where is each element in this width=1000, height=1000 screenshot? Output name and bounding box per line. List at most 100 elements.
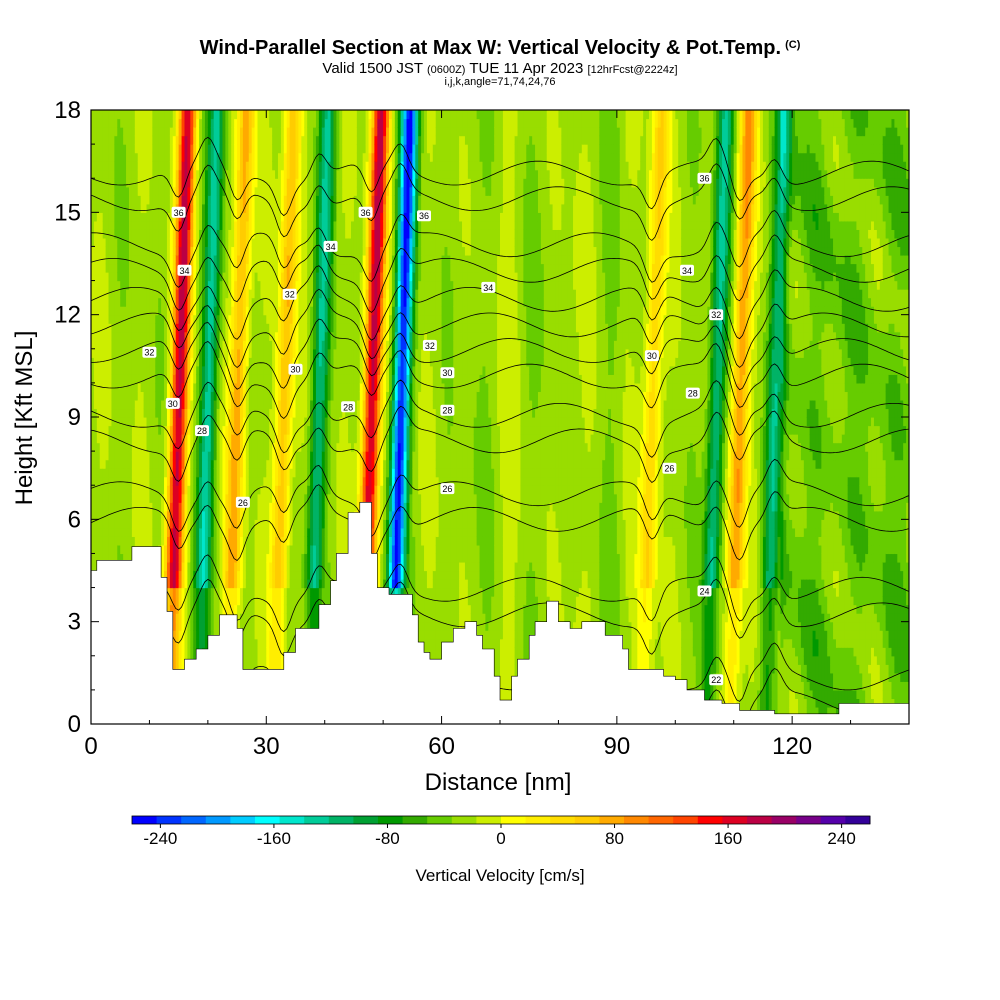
x-tick-label: 90 (604, 733, 631, 760)
colorbar-swatch (157, 816, 182, 824)
colorbar-swatch (796, 816, 821, 824)
contour-label: 28 (341, 401, 355, 412)
contour-label-text: 34 (483, 283, 493, 293)
colorbar-tick-label: 160 (714, 829, 742, 848)
x-tick-label: 0 (84, 733, 97, 760)
contour-label: 30 (645, 350, 659, 361)
contour-label: 30 (289, 364, 303, 375)
contour-label-text: 36 (361, 208, 371, 218)
contour-label: 36 (417, 210, 431, 221)
colorbar-swatch (280, 816, 305, 824)
colorbar: -240 -160 -80 0 80 160 240 (132, 816, 871, 848)
contour-label-text: 34 (326, 242, 336, 252)
contour-label-text: 36 (174, 208, 184, 218)
colorbar-swatch (550, 816, 575, 824)
contour-label: 36 (172, 207, 186, 218)
contour-label-text: 22 (711, 675, 721, 685)
colorbar-swatch (624, 816, 649, 824)
contour-label: 32 (709, 309, 723, 320)
colorbar-swatch (698, 816, 723, 824)
contour-label-text: 30 (168, 399, 178, 409)
contour-label-text: 24 (699, 587, 709, 597)
contour-label: 34 (178, 265, 192, 276)
colorbar-swatch (575, 816, 600, 824)
contour-label-text: 30 (290, 365, 300, 375)
colorbar-swatch (403, 816, 428, 824)
colorbar-swatch (599, 816, 624, 824)
colorbar-swatch (501, 816, 526, 824)
contour-label-text: 32 (285, 290, 295, 300)
colorbar-tick-label: -160 (257, 829, 291, 848)
contour-label-text: 26 (664, 464, 674, 474)
contour-label: 32 (423, 340, 437, 351)
contour-label: 34 (481, 282, 495, 293)
colorbar-swatch (747, 816, 772, 824)
y-tick-label: 3 (68, 609, 81, 636)
colorbar-swatch (304, 816, 329, 824)
y-tick-label: 9 (68, 404, 81, 431)
colorbar-swatch (649, 816, 674, 824)
contour-label-text: 36 (699, 174, 709, 184)
contour-label: 32 (283, 289, 297, 300)
y-tick-label: 6 (68, 506, 81, 533)
contour-label: 28 (195, 425, 209, 436)
colorbar-tick-label: 80 (605, 829, 624, 848)
contour-label-text: 36 (419, 211, 429, 221)
contour-label-text: 34 (682, 266, 692, 276)
colorbar-swatch (452, 816, 477, 824)
colorbar-swatch (821, 816, 846, 824)
contour-label: 36 (698, 173, 712, 184)
contour-label: 32 (142, 347, 156, 358)
colorbar-swatch (772, 816, 797, 824)
x-tick-label: 60 (428, 733, 455, 760)
colorbar-tick-label: 240 (827, 829, 855, 848)
x-tick-label: 120 (772, 733, 812, 760)
x-axis-label: Distance [nm] (425, 769, 572, 796)
contour-label: 36 (359, 207, 373, 218)
colorbar-swatch (673, 816, 698, 824)
contour-label-text: 26 (442, 484, 452, 494)
colorbar-label: Vertical Velocity [cm/s] (415, 866, 584, 885)
contour-label: 34 (680, 265, 694, 276)
colorbar-tick-label: 0 (496, 829, 505, 848)
colorbar-tick-label: -80 (375, 829, 400, 848)
contour-label-text: 30 (647, 351, 657, 361)
contour-label-text: 32 (711, 310, 721, 320)
colorbar-swatch (181, 816, 206, 824)
colorbar-swatch (427, 816, 452, 824)
contour-label-text: 32 (144, 348, 154, 358)
colorbar-swatch (378, 816, 403, 824)
contour-label-text: 34 (179, 266, 189, 276)
y-tick-label: 0 (68, 711, 81, 738)
contour-label: 30 (440, 367, 454, 378)
contour-label: 22 (709, 674, 723, 685)
contour-label-text: 28 (343, 402, 353, 412)
contour-label-text: 28 (442, 406, 452, 416)
contour-label: 34 (324, 241, 338, 252)
y-axis-label: Height [Kft MSL] (11, 331, 38, 506)
colorbar-swatch (230, 816, 255, 824)
contour-label: 26 (440, 483, 454, 494)
contour-label-text: 30 (442, 368, 452, 378)
contour-label-text: 26 (238, 498, 248, 508)
colorbar-swatch (329, 816, 354, 824)
colorbar-swatch (353, 816, 378, 824)
colorbar-tick-label: -240 (143, 829, 177, 848)
colorbar-swatch (255, 816, 280, 824)
contour-label: 30 (166, 398, 180, 409)
contour-label: 28 (686, 388, 700, 399)
colorbar-swatch (722, 816, 747, 824)
contour-label: 24 (698, 586, 712, 597)
contour-label: 28 (440, 405, 454, 416)
colorbar-swatch (526, 816, 551, 824)
colorbar-swatch (476, 816, 501, 824)
y-tick-label: 12 (54, 302, 81, 329)
y-tick-label: 18 (54, 97, 81, 124)
contour-label-text: 28 (688, 389, 698, 399)
colorbar-swatch (206, 816, 231, 824)
contour-label-text: 28 (197, 426, 207, 436)
contour-label: 26 (662, 463, 676, 474)
colorbar-swatch (132, 816, 157, 824)
contour-label: 26 (236, 497, 250, 508)
colorbar-swatch (845, 816, 870, 824)
